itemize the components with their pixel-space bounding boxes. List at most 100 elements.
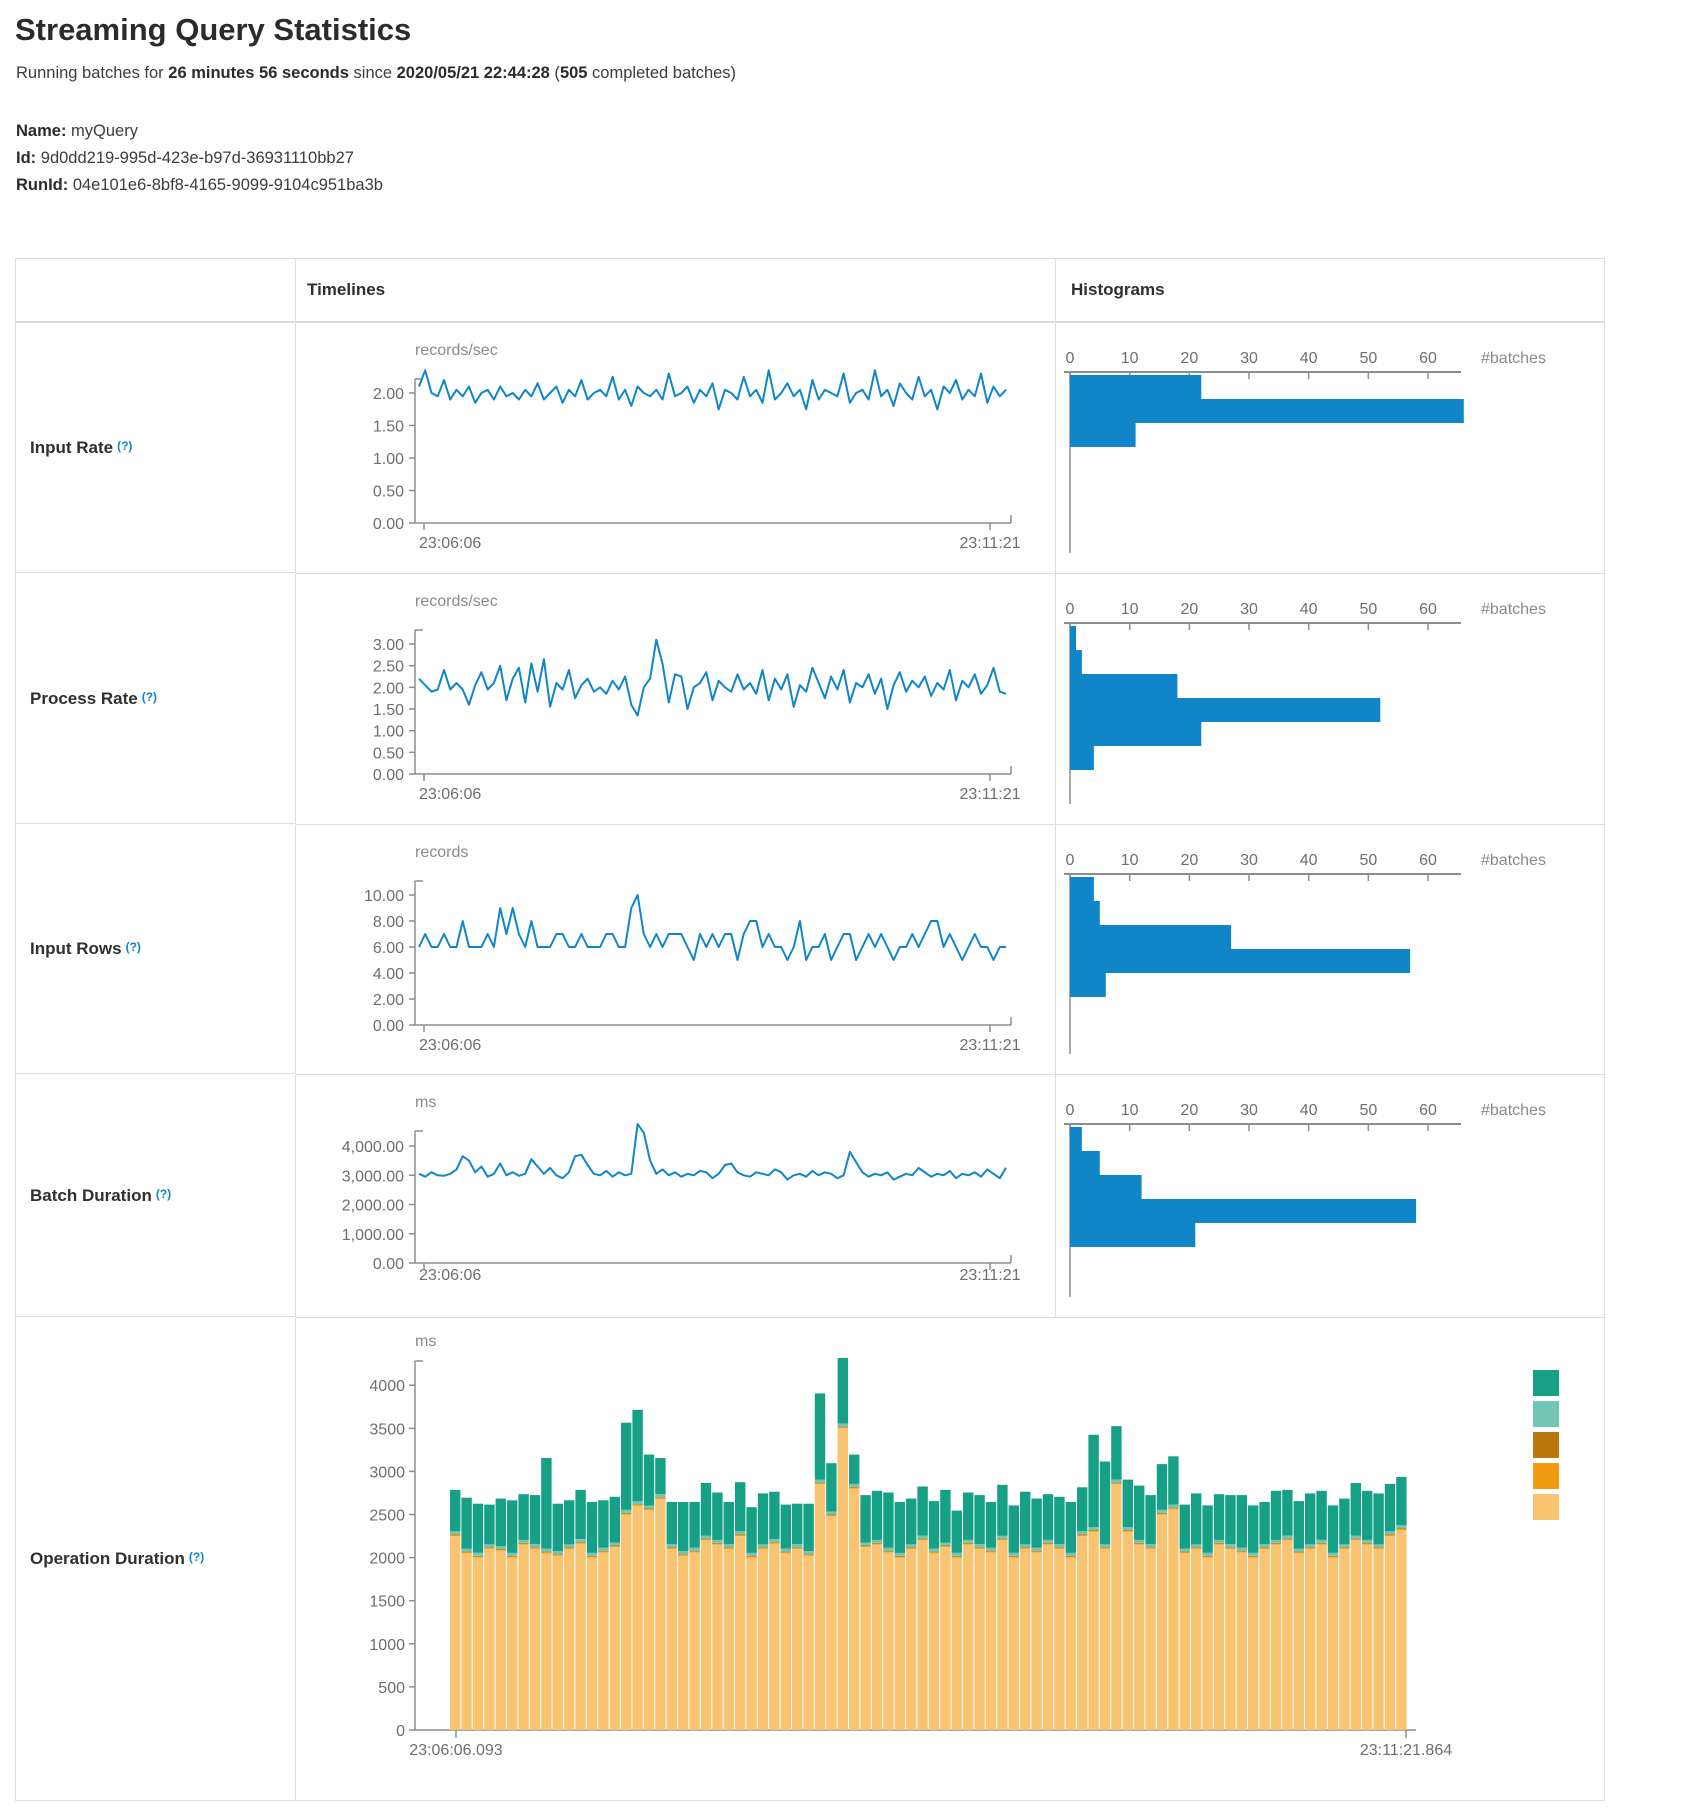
svg-text:1500: 1500 <box>369 1594 405 1611</box>
svg-text:2.00: 2.00 <box>373 992 404 1009</box>
running-summary: Running batches for 26 minutes 56 second… <box>16 64 736 83</box>
svg-text:0.50: 0.50 <box>373 484 404 501</box>
svg-text:20: 20 <box>1180 601 1198 618</box>
legend-swatch-getBatch <box>1533 1463 1559 1489</box>
svg-text:23:11:21: 23:11:21 <box>959 786 1020 803</box>
svg-text:50: 50 <box>1359 1102 1377 1119</box>
legend-swatch-latestOffset <box>1533 1432 1559 1458</box>
input-rows-timeline-chart: records 10.00 8.00 6.00 4.00 2.00 0.00 23:06:06… <box>364 844 1021 1054</box>
svg-text:30: 30 <box>1240 852 1258 869</box>
legend-swatch-addBatch <box>1533 1494 1559 1520</box>
svg-text:1.50: 1.50 <box>373 419 404 436</box>
svg-text:50: 50 <box>1359 601 1377 618</box>
svg-text:0.00: 0.00 <box>373 1018 404 1035</box>
query-name-value: myQuery <box>71 122 138 140</box>
process-rate-timeline-chart: records/sec 3.00 2.50 2.00 1.50 1.00 0.50 0.00 2… <box>373 593 1021 803</box>
input-rate-timeline-cell: records/sec 2.00 1.50 1.00 0.50 0.00 23:06:06 2… <box>296 323 1056 574</box>
query-name-line: Name: myQuery <box>16 122 138 140</box>
svg-text:50: 50 <box>1359 852 1377 869</box>
header-empty-cell <box>16 259 296 323</box>
svg-text:40: 40 <box>1300 350 1318 367</box>
svg-text:1,000.00: 1,000.00 <box>342 1227 404 1244</box>
process-rate-timeline-cell: records/sec 3.00 2.50 2.00 1.50 1.00 0.50 0.00 2… <box>296 574 1056 825</box>
svg-text:1.00: 1.00 <box>373 451 404 468</box>
svg-text:4,000.00: 4,000.00 <box>342 1139 404 1156</box>
query-runid-value: 04e101e6-8bf8-4165-9099-9104c951ba3b <box>72 176 383 194</box>
svg-text:ms: ms <box>415 1094 436 1111</box>
completed-suffix: completed batches) <box>587 64 737 82</box>
input-rate-histogram-chart: 0 10 20 30 40 50 60 #batches <box>1064 350 1546 553</box>
operation-duration-cell: ms 4000 3500 3000 2500 2000 1500 1000 500 0 23:06:… <box>296 1318 1604 1800</box>
svg-text:60: 60 <box>1419 350 1437 367</box>
svg-text:23:06:06: 23:06:06 <box>419 1037 481 1054</box>
svg-text:0: 0 <box>1066 350 1075 367</box>
input-rows-help-icon[interactable]: (?) <box>125 940 141 954</box>
svg-text:50: 50 <box>1359 350 1377 367</box>
header-histograms: Histograms <box>1056 259 1604 323</box>
svg-text:23:11:21: 23:11:21 <box>959 1037 1020 1054</box>
svg-text:1000: 1000 <box>369 1637 405 1654</box>
svg-text:ms: ms <box>415 1333 436 1350</box>
svg-text:2,000.00: 2,000.00 <box>342 1198 404 1215</box>
input-rate-help-icon[interactable]: (?) <box>117 438 133 453</box>
svg-text:records/sec: records/sec <box>415 342 498 359</box>
svg-text:10: 10 <box>1121 1102 1139 1119</box>
page-title: Streaming Query Statistics <box>15 12 412 47</box>
svg-text:20: 20 <box>1180 350 1198 367</box>
running-duration: 26 minutes 56 seconds <box>168 64 349 82</box>
svg-text:30: 30 <box>1240 601 1258 618</box>
svg-text:0.00: 0.00 <box>373 1256 404 1273</box>
svg-text:6.00: 6.00 <box>373 940 404 957</box>
svg-text:2.00: 2.00 <box>373 680 404 697</box>
header-timelines: Timelines <box>296 259 1056 323</box>
svg-text:#batches: #batches <box>1481 1102 1546 1119</box>
svg-text:2500: 2500 <box>369 1508 405 1525</box>
legend-swatch-walCommit <box>1533 1370 1559 1396</box>
svg-text:0: 0 <box>1066 601 1075 618</box>
svg-text:3000: 3000 <box>369 1464 405 1481</box>
svg-text:60: 60 <box>1419 852 1437 869</box>
row-label-process-rate: Process Rate (?) <box>16 574 296 824</box>
svg-text:records/sec: records/sec <box>415 593 498 610</box>
svg-text:#batches: #batches <box>1481 852 1546 869</box>
svg-text:0.00: 0.00 <box>373 767 404 784</box>
input-rate-histogram-cell: 0 10 20 30 40 50 60 #batches <box>1056 323 1604 574</box>
batch-duration-histogram-chart: 0 10 20 30 40 50 60 #batches <box>1064 1102 1546 1297</box>
svg-text:8.00: 8.00 <box>373 914 404 931</box>
running-prefix: Running batches for <box>16 64 169 82</box>
row-label-input-rows: Input Rows (?) <box>16 825 296 1074</box>
svg-text:3,000.00: 3,000.00 <box>342 1168 404 1185</box>
svg-text:30: 30 <box>1240 1102 1258 1119</box>
process-rate-help-icon[interactable]: (?) <box>141 689 158 704</box>
batch-duration-timeline-cell: ms 4,000.00 3,000.00 2,000.00 1,000.00 0.00 23… <box>296 1075 1056 1318</box>
svg-text:500: 500 <box>378 1680 405 1697</box>
svg-text:2.50: 2.50 <box>373 659 404 676</box>
svg-text:records: records <box>415 844 468 861</box>
svg-text:23:11:21: 23:11:21 <box>959 535 1020 552</box>
svg-text:#batches: #batches <box>1481 601 1546 618</box>
svg-text:23:06:06: 23:06:06 <box>419 535 481 552</box>
start-time: 2020/05/21 22:44:28 <box>396 64 550 82</box>
svg-text:30: 30 <box>1240 350 1258 367</box>
svg-text:10: 10 <box>1121 601 1139 618</box>
svg-text:2.00: 2.00 <box>373 386 404 403</box>
batch-duration-histogram-cell: 0 10 20 30 40 50 60 #batches <box>1056 1075 1604 1318</box>
svg-text:0: 0 <box>396 1723 405 1740</box>
paren-open: ( <box>549 64 560 82</box>
svg-text:60: 60 <box>1419 1102 1437 1119</box>
svg-text:3500: 3500 <box>369 1421 405 1438</box>
svg-text:40: 40 <box>1300 1102 1318 1119</box>
svg-text:1.50: 1.50 <box>373 702 404 719</box>
svg-text:60: 60 <box>1419 601 1437 618</box>
input-rows-timeline-cell: records 10.00 8.00 6.00 4.00 2.00 0.00 23:06:06… <box>296 825 1056 1075</box>
batch-duration-help-icon[interactable]: (?) <box>155 1186 172 1201</box>
svg-text:23:11:21.864: 23:11:21.864 <box>1360 1742 1452 1759</box>
svg-text:23:06:06: 23:06:06 <box>419 1267 481 1284</box>
svg-text:23:11:21: 23:11:21 <box>959 1267 1020 1284</box>
input-rows-histogram-chart: 0 10 20 30 40 50 60 #batches <box>1064 852 1546 1054</box>
svg-text:1.00: 1.00 <box>373 724 404 741</box>
process-rate-histogram-cell: 0 10 20 30 40 50 60 #batches <box>1056 574 1604 825</box>
svg-text:10: 10 <box>1121 852 1139 869</box>
operation-duration-legend <box>1533 1370 1559 1525</box>
operation-duration-help-icon[interactable]: (?) <box>188 1550 205 1564</box>
